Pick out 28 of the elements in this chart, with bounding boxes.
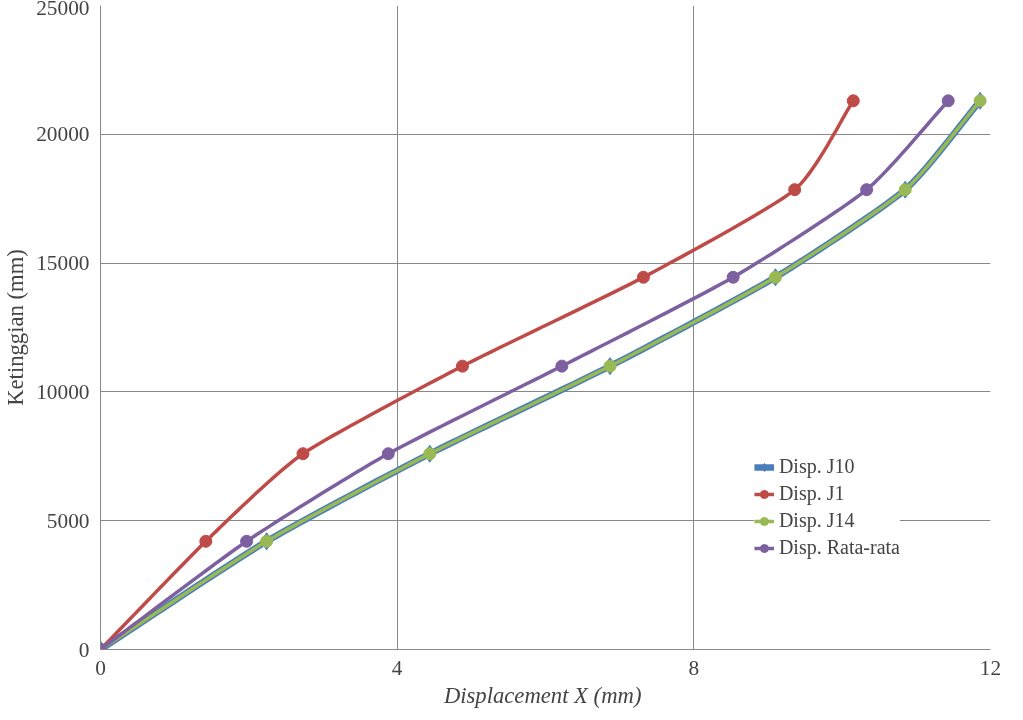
legend-label: Disp. J1: [778, 482, 845, 505]
point: [726, 270, 740, 284]
x-tick-label: 0: [95, 655, 106, 680]
y-tick-label: 25000: [36, 0, 90, 20]
x-tick-label: 4: [391, 655, 403, 680]
point: [240, 534, 254, 548]
y-tick-label: 0: [78, 637, 90, 662]
point: [846, 94, 860, 108]
point: [455, 359, 469, 373]
point: [199, 534, 213, 548]
legend-label: Disp. Rata-rata: [778, 536, 900, 559]
point: [296, 447, 310, 461]
legend-label: Disp. J10: [778, 455, 855, 478]
y-tick-label: 5000: [46, 508, 90, 533]
y-tick-label: 15000: [36, 251, 90, 276]
x-tick-label: 12: [979, 655, 1002, 680]
point: [941, 94, 955, 108]
point: [381, 447, 395, 461]
y-tick-label: 20000: [36, 122, 90, 147]
x-axis-title: Displacement X (mm): [442, 682, 642, 708]
x-tick-label: 8: [688, 655, 700, 680]
point: [788, 183, 802, 197]
point: [555, 359, 569, 373]
point: [860, 183, 874, 197]
y-tick-label: 10000: [36, 379, 90, 404]
y-axis-title: Ketinggian (mm): [3, 249, 29, 406]
point: [636, 270, 650, 284]
legend-label: Disp. J14: [778, 509, 855, 532]
